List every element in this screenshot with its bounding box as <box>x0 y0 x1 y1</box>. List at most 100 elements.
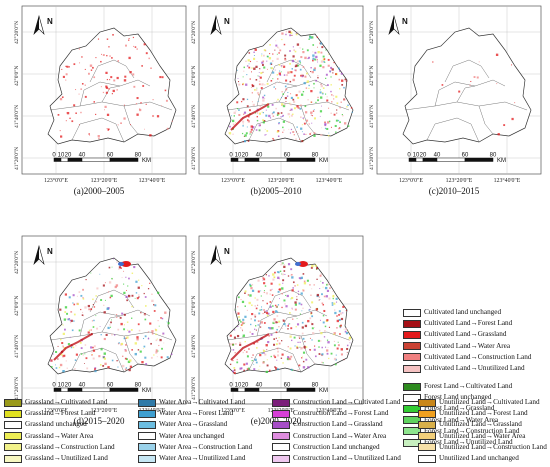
legend-swatch <box>403 393 421 402</box>
latitude-label: 42°0'0"N <box>368 66 375 86</box>
legend-label: Construction Land unchanged <box>293 442 380 451</box>
scale-unit: KM <box>319 158 328 164</box>
longitude-label: 123°0'0"E <box>221 407 245 414</box>
scale-tick-label: 60 <box>284 153 291 159</box>
district-boundary <box>71 347 125 373</box>
legend-label: Forest Land→Construction Land <box>424 426 520 435</box>
legend-item: Grassland→Cultivated Land <box>4 397 115 408</box>
legend-swatch <box>272 454 290 463</box>
district-boundary <box>434 79 506 107</box>
district-boundary <box>71 117 125 143</box>
scale-tick-label: 0 <box>229 153 233 159</box>
legend-item: Grassland→Water Area <box>4 431 115 442</box>
legend-label: Construction Land→Cultivated Land <box>293 398 401 407</box>
latitude-label: 42°0'0"N <box>190 296 197 316</box>
legend-swatch <box>138 409 156 418</box>
legend-swatch <box>403 342 421 351</box>
scale-unit: KM <box>319 388 328 394</box>
legend-swatch <box>4 432 22 441</box>
scale-tick-label: 40 <box>256 383 263 389</box>
legend-swatch <box>138 398 156 407</box>
legend-swatch <box>418 409 436 418</box>
latitude-label: 42°0'0"N <box>190 66 197 86</box>
legend-item: Construction Land→Unutilized Land <box>272 453 401 464</box>
scale-tick-label: 40 <box>434 153 441 159</box>
legend-item: Cultivated Land→Forest Land <box>403 318 531 329</box>
study-area-outline <box>47 27 177 145</box>
longitude-label: 123°40'0"E <box>494 177 521 184</box>
legend-item: Construction Land unchanged <box>272 442 401 453</box>
legend-item: Forest Land unchanged <box>403 392 519 403</box>
legend-swatch <box>403 438 421 447</box>
legend-item: Grassland→Construction Land <box>4 442 115 453</box>
change-pixels <box>229 261 352 374</box>
district-boundary <box>248 117 302 143</box>
district-boundary <box>404 101 528 111</box>
latitude-label: 41°20'0"N <box>190 377 197 400</box>
river-change <box>230 103 270 131</box>
legend-label: Forest Land→Water Area <box>424 415 499 424</box>
map-panel: 42°20'0"N 42°0'0"N 41°40'0"N 41°20'0"N 123°0… <box>10 232 188 430</box>
latitude-label: 42°20'0"N <box>368 21 375 44</box>
legend-item: Forest Land→Cultivated Land <box>403 381 519 392</box>
map-panel: 42°20'0"N 42°0'0"N 41°40'0"N 41°20'0"N 123°0… <box>187 232 365 430</box>
legend-swatch <box>4 443 22 452</box>
latitude-label: 42°0'0"N <box>13 66 20 86</box>
scale-tick-label: 80 <box>135 153 142 159</box>
change-pixels <box>227 30 353 143</box>
legend-label: Water Area unchanged <box>159 431 225 440</box>
district-boundary <box>266 59 312 83</box>
district-boundary <box>278 315 298 333</box>
latitude-label: 42°20'0"N <box>190 251 197 274</box>
legend-swatch <box>272 409 290 418</box>
legend-label: Water Area→Grassland <box>159 420 228 429</box>
north-arrow: N <box>33 244 53 266</box>
district-boundary <box>248 347 302 373</box>
legend-swatch <box>418 420 436 429</box>
district-boundary <box>89 59 135 83</box>
scale-tick-label: 0 <box>52 153 56 159</box>
longitude-label: 123°20'0"E <box>446 177 473 184</box>
legend-label: Water Area→Construction Land <box>159 442 253 451</box>
latitude-label: 42°20'0"N <box>13 21 20 44</box>
legend-swatch <box>403 382 421 391</box>
legend-swatch <box>4 409 22 418</box>
legend-swatch <box>4 420 22 429</box>
panel-caption: (c)2010–2015 <box>428 186 480 196</box>
legend-swatch <box>403 353 421 362</box>
district-boundary <box>226 331 350 341</box>
study-area-outline <box>47 257 177 375</box>
legend-item: Cultivated Land→Water Area <box>403 341 531 352</box>
scale-tick-label: 80 <box>135 383 142 389</box>
legend-label: Construction Land→Unutilized Land <box>293 454 401 463</box>
north-label: N <box>47 247 53 256</box>
legend-item: Unutilized Land→Water Area <box>418 431 547 442</box>
legend-forest: Forest Land→Cultivated Land Forest Land u… <box>403 381 519 448</box>
legend-label: Forest Land unchanged <box>424 393 492 402</box>
legend-label: Forest Land→Grassland <box>424 404 495 413</box>
scale-tick-label: 20 <box>242 153 249 159</box>
longitude-label: 123°0'0"E <box>221 177 245 184</box>
district-boundary <box>266 289 312 313</box>
north-label: N <box>224 247 230 256</box>
legend-label: Grassland→Forest Land <box>25 409 96 418</box>
district-boundary <box>49 101 173 111</box>
map-panel: 42°20'0"N 42°0'0"N 41°40'0"N 41°20'0"N 123°0… <box>10 2 188 200</box>
legend-swatch <box>138 432 156 441</box>
legend-label: Construction Land→Water Area <box>293 431 387 440</box>
legend-label: Water Area→Forest Land <box>159 409 234 418</box>
scale-unit: KM <box>497 158 506 164</box>
legend-cultivated: Cultivated land unchanged Cultivated Land… <box>403 307 531 374</box>
legend-label: Unutilized Land→Grassland <box>439 420 522 429</box>
longitude-label: 123°20'0"E <box>91 407 118 414</box>
legend-item: Forest Land→Construction Land <box>403 426 519 437</box>
legend-label: Forest Land→Unutilized Land <box>424 438 513 447</box>
legend-item: Unutilized Land→Grassland <box>418 419 547 430</box>
scale-tick-label: 10 <box>58 383 65 389</box>
latitude-label: 41°20'0"N <box>13 147 20 170</box>
legend-label: Cultivated land unchanged <box>424 308 502 317</box>
scale-tick-label: 40 <box>79 153 86 159</box>
latitude-label: 42°20'0"N <box>13 251 20 274</box>
reservoir-change <box>298 261 308 267</box>
